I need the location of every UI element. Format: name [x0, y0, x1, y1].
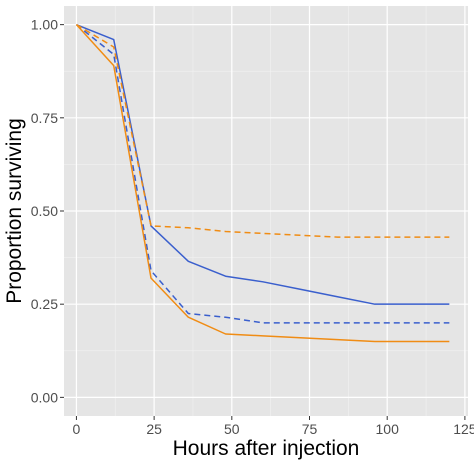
x-tick-label: 0: [73, 421, 81, 437]
x-tick-label: 100: [376, 421, 400, 437]
y-tick-label: 0.50: [31, 203, 58, 219]
x-tick-label: 50: [224, 421, 240, 437]
y-axis-title: Proportion surviving: [3, 118, 26, 304]
x-tick-label: 25: [146, 421, 162, 437]
x-axis-title: Hours after injection: [173, 437, 360, 460]
x-tick-label: 75: [302, 421, 318, 437]
series-lines: [75, 23, 450, 343]
y-tick-label: 0.00: [31, 389, 58, 405]
series-line-3: [75, 24, 450, 343]
y-axis-ticks: 0.00 0.25 0.50 0.75 1.00: [31, 17, 64, 405]
x-axis-ticks: 0 25 50 75 100 125: [73, 416, 474, 437]
series-line-2: [75, 24, 450, 324]
x-tick-label: 125: [453, 421, 474, 437]
y-tick-label: 0.25: [31, 296, 58, 312]
series-line-4: [76, 23, 450, 238]
y-tick-label: 1.00: [31, 17, 58, 33]
y-tick-label: 0.75: [31, 110, 58, 126]
